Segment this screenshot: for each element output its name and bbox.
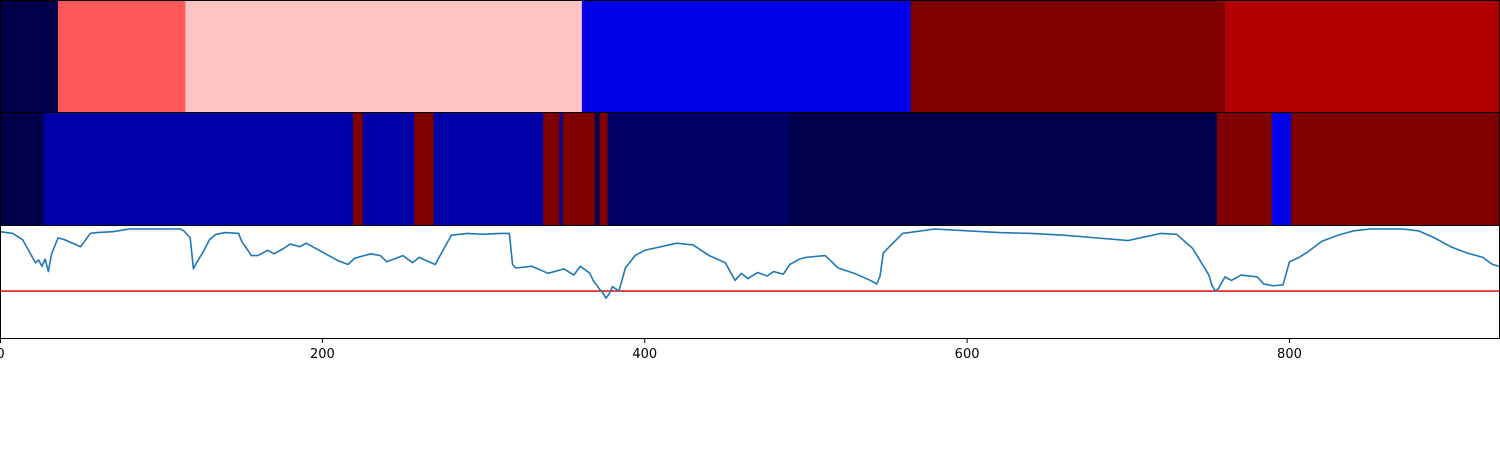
heatmap-panel-middle xyxy=(0,112,1500,226)
heatmap-cell-1-9 xyxy=(594,112,601,225)
heatmap-cell-1-10 xyxy=(599,112,609,225)
heatmap-cell-1-15 xyxy=(1291,112,1500,225)
heatmap-cell-1-11 xyxy=(607,112,791,225)
x-tick-label-600: 600 xyxy=(955,347,980,362)
x-tick-label-400: 400 xyxy=(632,347,657,362)
heatmap-cell-1-0 xyxy=(0,112,45,225)
heatmap-cell-1-3 xyxy=(362,112,415,225)
x-tick-label-200: 200 xyxy=(310,347,335,362)
heatmap-cell-1-7 xyxy=(559,112,564,225)
x-axis: 0 200 400 600 800 xyxy=(0,338,1302,362)
heatmap-cell-0-4 xyxy=(910,0,1226,112)
heatmap-cell-0-1 xyxy=(58,0,186,112)
x-tick-label-0: 0 xyxy=(0,347,5,362)
heatmap-cell-0-3 xyxy=(581,0,912,112)
x-tick-label-800: 800 xyxy=(1277,347,1302,362)
heatmap-cell-1-12 xyxy=(789,112,1218,225)
line-plot-panel xyxy=(0,225,1500,339)
heatmap-cell-1-5 xyxy=(433,112,544,225)
heatmap-cell-0-0 xyxy=(0,0,59,112)
heatmap-cell-0-2 xyxy=(185,0,583,112)
heatmap-cell-0-5 xyxy=(1224,0,1500,112)
heatmap-cell-1-13 xyxy=(1216,112,1273,225)
heatmap-panel-top xyxy=(0,0,1500,113)
heatmap-cell-1-6 xyxy=(543,112,560,225)
heatmap-cell-1-1 xyxy=(43,112,354,225)
heatmap-cell-1-14 xyxy=(1271,112,1292,225)
heatmap-cell-1-4 xyxy=(414,112,435,225)
heatmap-cell-1-2 xyxy=(352,112,364,225)
panel-frame-2 xyxy=(0,225,1500,339)
series-line xyxy=(0,228,1500,299)
heatmap-cell-1-8 xyxy=(562,112,596,225)
